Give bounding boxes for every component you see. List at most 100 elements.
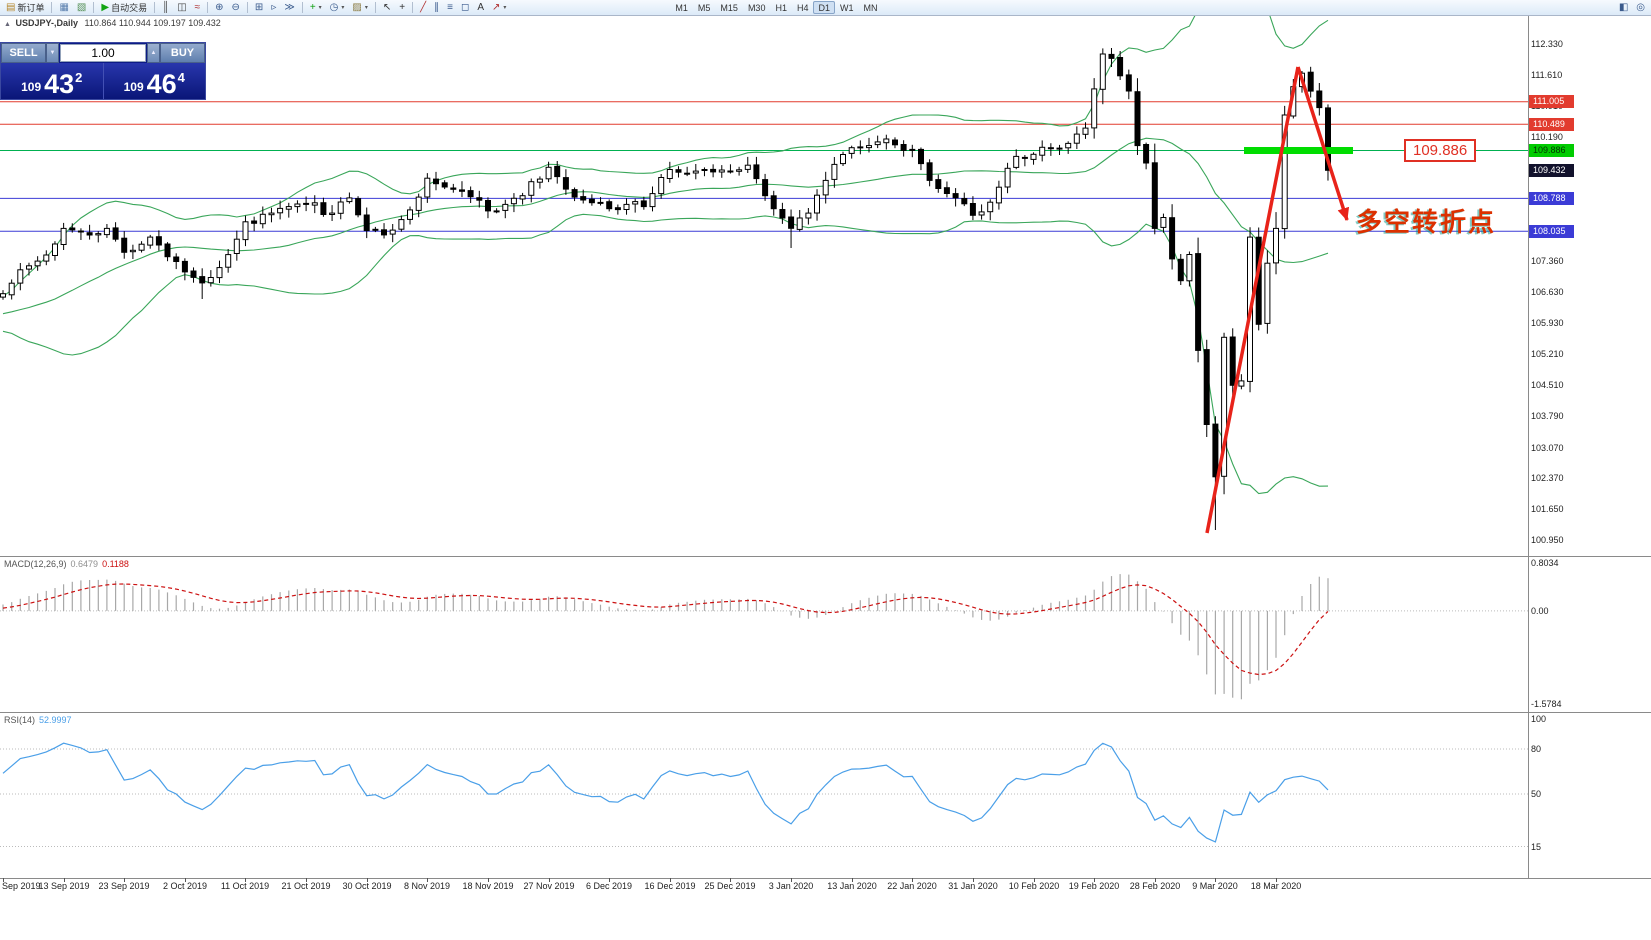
charts-window-icon[interactable]: ▦: [55, 1, 72, 15]
price-scale-label: 103.790: [1531, 411, 1564, 421]
time-axis-label: 3 Jan 2020: [768, 881, 814, 891]
zoom-in-icon[interactable]: ⊕: [211, 1, 227, 15]
fibonacci-tool-icon[interactable]: ≡: [443, 1, 457, 15]
toolbar-separator: [412, 2, 414, 13]
toolbar: ▤ 新订单 ▦ ▧ ▶ 自动交易 ║ ◫ ≈ ⊕ ⊖ ⊞ ▹ ≫ + ▾ ◷ ▾ ▨ ▾ ↖ + ╱ ∥ ≡ ◻ A ↗ ▾ M1 M5 M1…: [0, 0, 1651, 16]
time-axis-label: 30 Oct 2019: [342, 881, 392, 891]
rsi-line: [2, 742, 1329, 843]
autotrading-button-label: 自动交易: [111, 3, 148, 13]
autoscroll-glyph: ≫: [284, 1, 295, 13]
sell-button[interactable]: SELL: [1, 43, 46, 63]
time-axis-label: 2 Oct 2019: [162, 881, 208, 891]
timeframe-m30[interactable]: M30: [743, 1, 771, 14]
toolbar-separator: [374, 2, 376, 13]
price-scale-label: 111.610: [1531, 70, 1563, 80]
timeframe-m1[interactable]: M1: [670, 1, 693, 14]
indicators-glyph: +: [309, 1, 316, 13]
volume-input[interactable]: [60, 44, 146, 62]
macd-panel[interactable]: [0, 556, 1651, 712]
auto-scroll-icon[interactable]: ≫: [280, 1, 298, 15]
candlestick-chart-icon[interactable]: ◫: [173, 1, 190, 15]
zoom-out-glyph: ⊖: [231, 1, 240, 13]
arrows-tool-icon[interactable]: ↗ ▾: [488, 1, 510, 15]
chart-shift-icon[interactable]: ▹: [267, 1, 280, 15]
autotrading-button[interactable]: ▶ 自动交易: [97, 1, 151, 15]
macd-main-value: 0.6479: [70, 559, 99, 569]
panel-separator: [0, 878, 1651, 879]
bar-chart-icon[interactable]: ║: [158, 1, 173, 15]
toolbar-separator: [51, 2, 53, 13]
time-axis-label: 11 Oct 2019: [220, 881, 270, 891]
time-axis-label: 23 Sep 2019: [98, 881, 150, 891]
timeframe-w1[interactable]: W1: [835, 1, 859, 14]
price-tag-label: 109.886: [1404, 139, 1477, 162]
sell-price[interactable]: 109 43 2: [1, 63, 103, 99]
line-chart-icon[interactable]: ≈: [191, 1, 205, 15]
rsi-scale-label: 100: [1531, 714, 1547, 724]
macd-name: MACD(12,26,9): [4, 559, 67, 569]
channel-tool-icon[interactable]: ∥: [430, 1, 443, 15]
text-tool-icon[interactable]: A: [473, 1, 488, 15]
timeframe-mn[interactable]: MN: [859, 1, 883, 14]
new-order-button[interactable]: ▤ 新订单: [2, 1, 48, 15]
price-line-label: 108.035: [1529, 225, 1574, 238]
indicators-button[interactable]: + ▾: [306, 1, 326, 15]
time-axis-tick: [1215, 878, 1216, 882]
zoom-out-icon[interactable]: ⊖: [228, 1, 244, 15]
time-axis-tick: [852, 878, 853, 882]
shift-glyph: ▹: [271, 1, 277, 13]
time-axis-tick: [124, 878, 125, 882]
timeframe-m5[interactable]: M5: [693, 1, 716, 14]
sell-price-base: 109: [21, 80, 42, 94]
zoom-in-glyph: ⊕: [215, 1, 224, 13]
templates-button[interactable]: ▨ ▾: [348, 1, 371, 15]
timeframe-h4[interactable]: H4: [792, 1, 814, 14]
time-axis-tick: [1034, 878, 1035, 882]
price-line-label: 109.432: [1529, 164, 1574, 177]
channel-glyph: ∥: [434, 1, 440, 13]
hlines-layer: [0, 101, 1528, 232]
time-axis-tick: [791, 878, 792, 882]
trend-glyph: ╱: [420, 1, 427, 13]
time-axis-label: 6 Dec 2019: [585, 881, 633, 891]
new-order-button-label: 新订单: [17, 3, 45, 13]
time-axis-tick: [973, 878, 974, 882]
rsi-panel[interactable]: [0, 712, 1651, 878]
timeframe-group: M1 M5 M15 M30 H1 H4 D1 W1 MN: [670, 1, 882, 14]
arrows-glyph: ↗: [491, 1, 501, 13]
timeframe-d1[interactable]: D1: [813, 1, 835, 14]
dropdown-arrow-icon: ▾: [318, 5, 322, 11]
crosshair-glyph: +: [399, 1, 406, 13]
panel-separator: [0, 556, 1651, 557]
macd-histogram: [2, 574, 1329, 700]
tile-windows-icon[interactable]: ⊞: [251, 1, 267, 15]
trendline-tool-icon[interactable]: ╱: [416, 1, 430, 15]
time-axis-label: 27 Nov 2019: [523, 881, 575, 891]
price-line-label: 109.886: [1529, 144, 1574, 157]
periods-button[interactable]: ◷ ▾: [326, 1, 349, 15]
cursor-tool-icon[interactable]: ↖: [379, 1, 395, 15]
buy-price[interactable]: 109 46 4: [104, 63, 206, 99]
buy-price-base: 109: [123, 80, 144, 94]
price-scale-label: 102.370: [1531, 473, 1564, 483]
docking-icon[interactable]: ◧: [1615, 1, 1632, 15]
timeframe-h1[interactable]: H1: [770, 1, 792, 14]
timeframe-m15[interactable]: M15: [715, 1, 743, 14]
trade-panel-controls: SELL ▼ ▲ BUY: [1, 43, 205, 63]
volume-up-button[interactable]: ▲: [147, 43, 160, 63]
candles-layer: [0, 48, 1331, 530]
charts-glyph: ▦: [59, 1, 69, 13]
search-icon[interactable]: ◎: [1632, 1, 1649, 15]
volume-down-button[interactable]: ▼: [46, 43, 59, 63]
profiles-icon[interactable]: ▧: [73, 1, 90, 15]
price-scale-label: 112.330: [1531, 39, 1563, 49]
crosshair-tool-icon[interactable]: +: [395, 1, 409, 15]
buy-button[interactable]: BUY: [160, 43, 205, 63]
tile-glyph: ⊞: [254, 1, 264, 13]
main-price-chart[interactable]: [0, 16, 1651, 556]
time-axis-label: 10 Feb 2020: [1008, 881, 1060, 891]
time-axis-tick: [64, 878, 65, 882]
play-glyph: ▶: [101, 1, 110, 13]
shapes-tool-icon[interactable]: ◻: [457, 1, 473, 15]
